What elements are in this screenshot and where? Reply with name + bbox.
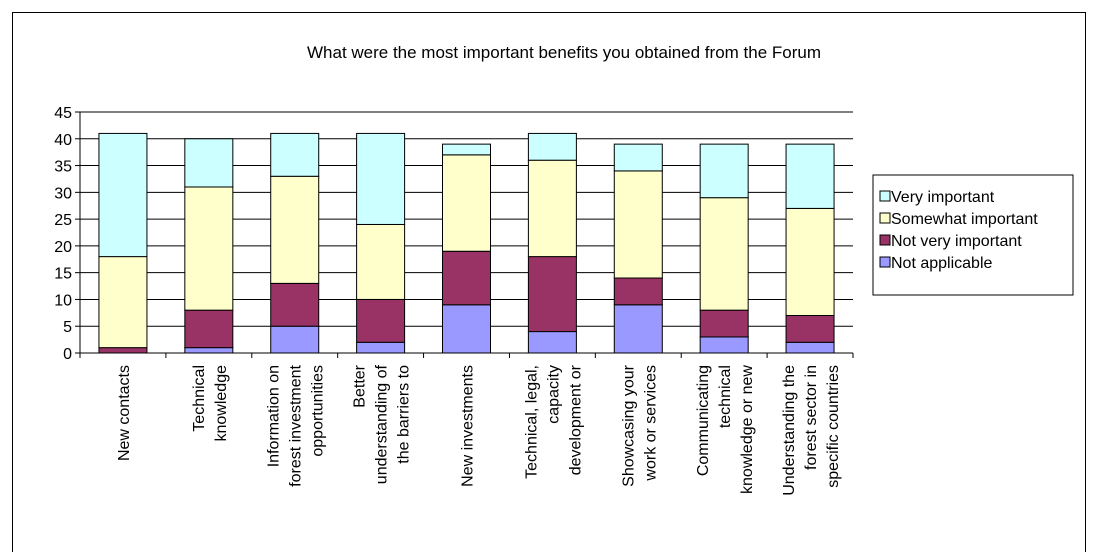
y-tick-label: 0 xyxy=(63,346,72,363)
bar-segment xyxy=(356,223,406,300)
bar-segment xyxy=(699,309,749,338)
bar-segment xyxy=(613,304,663,354)
x-tick-label: Understanding the forest sector in specifi… xyxy=(781,365,842,496)
bar-segment xyxy=(356,298,406,343)
x-tick-label-line: forest sector in xyxy=(803,365,820,470)
x-tick-label-line: knowledge or new xyxy=(739,365,756,494)
axes xyxy=(79,112,854,358)
bar-segment xyxy=(270,175,320,284)
x-tick-label-line: the barriers to xyxy=(396,365,413,464)
x-tick-label-line: capacity xyxy=(545,365,562,424)
x-axis-labels: New contacts Technical knowledge Informatio… xyxy=(116,364,842,495)
bar-segment xyxy=(613,170,663,279)
legend-box xyxy=(872,174,1074,296)
y-tick-label: 15 xyxy=(54,266,72,283)
bar-segment xyxy=(442,304,491,354)
x-tick-label: Communicating technical knowledge or new xyxy=(695,365,756,494)
bar-segment xyxy=(527,132,577,161)
x-tick-label-line: Technical xyxy=(191,365,208,432)
bar-segment xyxy=(613,143,663,172)
y-tick-label: 45 xyxy=(54,105,72,122)
y-axis-ticks: 0 5 10 15 20 25 30 35 40 45 xyxy=(54,105,80,363)
legend-entry: Not applicable xyxy=(891,255,993,272)
bar-segment xyxy=(98,132,148,258)
bar-segment xyxy=(785,341,835,354)
bar-segment xyxy=(442,250,491,306)
x-tick-label-line: Showcasing your xyxy=(620,364,637,487)
x-tick-label-line: technical xyxy=(717,365,734,428)
legend: Very important Somewhat important Not very… xyxy=(872,174,1074,296)
x-tick-label-line: understanding of xyxy=(374,364,391,484)
x-tick-label: Technical, legal, capacity development or xyxy=(523,364,584,479)
bars xyxy=(98,132,835,354)
legend-swatch xyxy=(879,234,891,246)
bar-segment xyxy=(699,336,749,354)
y-tick-label: 35 xyxy=(54,159,72,176)
stacked-bar-chart: What were the most important benefits yo… xyxy=(54,43,1074,496)
y-tick-label: 20 xyxy=(54,239,72,256)
y-tick-label: 5 xyxy=(63,319,72,336)
x-tick-label-line: forest investment xyxy=(288,364,305,486)
bar-segment xyxy=(527,256,577,333)
bar-segment xyxy=(270,132,320,177)
bar-segment xyxy=(699,143,749,199)
bar-segment xyxy=(699,197,749,311)
bar-segment xyxy=(356,341,406,354)
bar-segment xyxy=(785,207,835,317)
bar-segment xyxy=(184,186,234,311)
bar-segment xyxy=(270,325,320,354)
bar-segment xyxy=(98,256,148,349)
chart-title: What were the most important benefits yo… xyxy=(307,43,821,62)
bar-segment xyxy=(184,347,234,354)
bar-segment xyxy=(98,347,148,354)
x-tick-label: Showcasing your work or services xyxy=(620,364,659,487)
y-tick-label: 25 xyxy=(54,212,72,229)
legend-swatch xyxy=(879,212,891,224)
x-tick-label: Better understanding of the barriers to xyxy=(352,364,413,484)
legend-swatch xyxy=(879,256,891,268)
x-tick-label-line: Better xyxy=(352,364,369,407)
x-tick-label-line: knowledge xyxy=(213,365,230,442)
bar-segment xyxy=(270,282,320,327)
x-tick-label-line: Technical, legal, xyxy=(523,365,540,479)
x-tick-label: New investments xyxy=(460,365,477,487)
bar-segment xyxy=(442,143,491,156)
y-tick-label: 40 xyxy=(54,132,72,149)
legend-entry: Not very important xyxy=(891,233,1022,250)
y-tick-label: 30 xyxy=(54,185,72,202)
x-tick-label-line: development or xyxy=(567,364,584,475)
bar-segment xyxy=(184,138,234,188)
x-tick-label-line: specific countries xyxy=(825,365,842,488)
x-tick-label-line: opportunities xyxy=(310,365,327,457)
legend-entry: Very important xyxy=(891,189,995,206)
bar-segment xyxy=(356,132,406,225)
bar-segment xyxy=(184,309,234,349)
x-tick-label: Information on forest investment opportuni… xyxy=(266,364,327,486)
x-tick-label-line: New investments xyxy=(460,365,477,487)
x-tick-label-line: Communicating xyxy=(695,365,712,476)
y-tick-label: 10 xyxy=(54,292,72,309)
x-tick-label-line: Information on xyxy=(266,365,283,467)
bar-segment xyxy=(785,315,835,343)
bar-segment xyxy=(785,143,835,209)
bar-segment xyxy=(442,154,491,252)
chart-frame: What were the most important benefits yo… xyxy=(12,12,1086,552)
bar-segment xyxy=(527,331,577,354)
bar-segment xyxy=(527,159,577,258)
legend-swatch xyxy=(879,190,891,202)
legend-entry: Somewhat important xyxy=(891,211,1038,228)
x-tick-label: Technical knowledge xyxy=(191,365,230,442)
x-tick-label-line: work or services xyxy=(642,365,659,482)
bar-segment xyxy=(613,277,663,306)
x-tick-label-line: Understanding the xyxy=(781,365,798,496)
x-tick-label-line: New contacts xyxy=(116,365,133,461)
x-tick-label: New contacts xyxy=(116,365,133,461)
